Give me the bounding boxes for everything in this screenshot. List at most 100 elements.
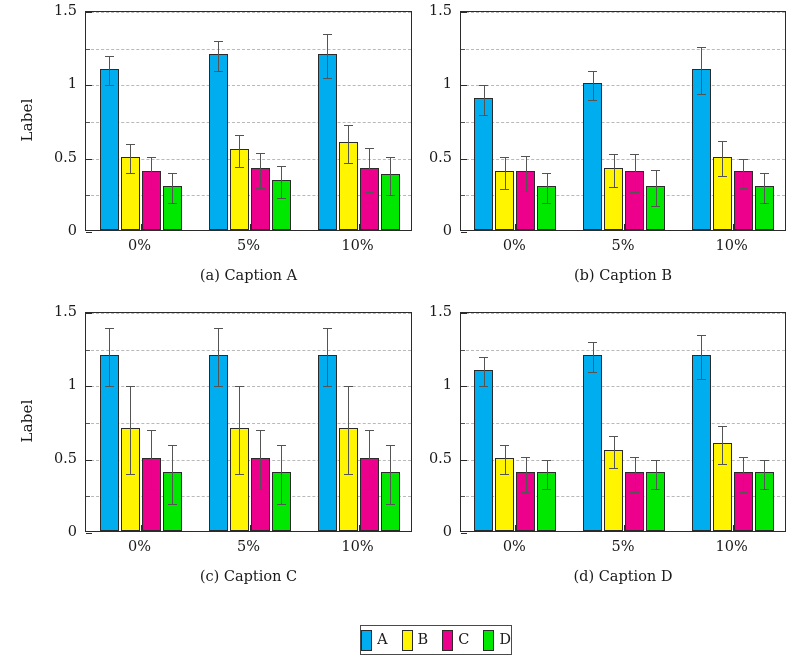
error-cap-top-d-D-1 [651, 459, 660, 461]
ytick-minor-0.25 [461, 195, 465, 197]
error-cap-bottom-b-D-0 [542, 202, 552, 204]
error-bar-a-A-2 [327, 34, 328, 78]
error-bar-d-A-2 [701, 335, 703, 379]
error-bar-c-C-2 [369, 430, 370, 489]
gridline-0.5 [86, 158, 411, 160]
error-cap-bottom-b-B-1 [609, 186, 618, 188]
ytick-minor-0.75 [86, 423, 90, 424]
bar-d-A-5pct[interactable] [583, 355, 602, 531]
ytick-label-a-0.5: 0.5 [53, 149, 77, 166]
error-cap-top-d-A-0 [479, 357, 489, 358]
error-cap-top-c-D-1 [276, 445, 286, 446]
bar-d-A-0pct[interactable] [474, 369, 494, 531]
error-cap-top-d-B-2 [717, 425, 727, 427]
error-cap-bottom-a-B-1 [234, 167, 244, 169]
error-cap-top-b-D-2 [759, 173, 769, 175]
error-cap-top-a-B-2 [343, 124, 353, 126]
xtick-label-b-2: 10% [715, 238, 748, 254]
error-bar-d-C-0 [525, 456, 527, 492]
ytick-label-d-0: 0 [442, 524, 452, 540]
legend-entry-A[interactable]: A [361, 629, 388, 651]
ytick-label-a-1.5: 1.5 [53, 3, 77, 19]
legend-entry-D[interactable]: D [483, 629, 511, 651]
error-cap-top-c-C-0 [146, 430, 156, 432]
error-cap-bottom-d-B-1 [609, 468, 618, 470]
plot-frame-b [460, 11, 786, 233]
ytick-major-1 [86, 386, 92, 388]
error-cap-top-b-A-1 [588, 70, 597, 72]
error-cap-top-b-C-2 [738, 158, 748, 160]
ytick-minor-1.25 [461, 349, 465, 351]
ytick-major-1 [461, 85, 467, 87]
error-cap-top-c-D-0 [167, 445, 177, 446]
gridline-1.5 [86, 12, 411, 13]
ytick-label-b-0: 0 [442, 223, 452, 239]
ytick-minor-0.25 [86, 496, 90, 498]
ytick-label-b-1.5: 1.5 [428, 3, 452, 19]
error-bar-b-C-0 [525, 155, 527, 191]
ytick-major-0 [86, 533, 92, 534]
error-bar-d-D-2 [764, 459, 766, 489]
ytick-major-1.5 [461, 12, 467, 13]
error-cap-bottom-b-C-2 [738, 188, 748, 189]
error-cap-bottom-c-A-1 [213, 386, 223, 388]
error-cap-bottom-b-D-2 [759, 202, 769, 204]
error-cap-bottom-a-C-2 [364, 192, 374, 194]
error-bar-c-B-2 [348, 386, 349, 475]
error-bar-b-C-2 [743, 158, 745, 188]
error-cap-bottom-b-A-2 [696, 94, 706, 96]
error-bar-d-A-0 [483, 357, 485, 387]
error-cap-bottom-a-C-1 [255, 188, 265, 189]
xtick-label-b-0: 0% [502, 238, 526, 254]
error-bar-c-B-0 [130, 386, 131, 475]
error-bar-b-B-2 [722, 141, 724, 177]
error-cap-top-d-C-1 [630, 456, 639, 458]
gridline-1.5 [86, 313, 411, 314]
error-bar-a-A-1 [218, 41, 219, 71]
error-cap-bottom-d-C-1 [630, 491, 639, 493]
error-cap-top-d-C-0 [521, 456, 531, 458]
xtick-major-0 [515, 224, 517, 230]
gridline-0.5 [461, 459, 785, 461]
gridline-1.25 [461, 349, 785, 351]
subcaption-b: (b) Caption B [573, 268, 673, 284]
ytick-major-0.5 [461, 158, 467, 160]
plot-frame-a [85, 11, 412, 233]
error-cap-top-a-D-2 [385, 157, 395, 159]
error-cap-top-d-B-0 [500, 445, 510, 446]
gridline-0.75 [86, 122, 411, 123]
ytick-major-1 [86, 85, 92, 87]
legend-entry-B[interactable]: B [401, 629, 428, 651]
error-cap-bottom-a-A-2 [322, 78, 332, 79]
error-cap-bottom-b-B-0 [500, 189, 510, 191]
ytick-label-d-0.5: 0.5 [428, 450, 452, 467]
error-cap-bottom-b-D-1 [651, 205, 660, 207]
error-cap-bottom-c-A-0 [104, 386, 114, 388]
ytick-major-0 [86, 232, 92, 233]
legend-entry-C[interactable]: C [442, 629, 469, 651]
error-bar-d-D-1 [655, 459, 657, 489]
error-bar-a-B-0 [130, 144, 131, 174]
gridline-1.5 [461, 313, 785, 314]
error-cap-bottom-d-A-2 [696, 379, 706, 380]
error-cap-bottom-c-C-1 [255, 489, 265, 490]
error-cap-bottom-c-B-0 [125, 474, 135, 476]
gridline-0.5 [86, 459, 411, 461]
error-cap-bottom-c-B-2 [343, 474, 353, 476]
gridline-0.75 [86, 423, 411, 424]
gridline-0.75 [461, 122, 785, 123]
error-cap-top-c-A-1 [213, 327, 223, 329]
error-cap-top-c-B-1 [234, 386, 244, 388]
ytick-label-c-0.5: 0.5 [53, 450, 77, 467]
subcaption-d: (d) Caption D [573, 569, 673, 585]
ytick-major-0 [461, 232, 467, 233]
gridline-0.5 [461, 158, 785, 160]
error-cap-top-d-A-1 [588, 342, 597, 344]
error-bar-d-D-0 [546, 459, 548, 489]
bar-d-A-10pct[interactable] [691, 355, 711, 531]
error-cap-top-a-A-2 [322, 34, 332, 35]
xtick-major-1 [624, 224, 625, 230]
error-bar-d-B-0 [504, 445, 506, 475]
error-cap-top-a-C-1 [255, 152, 265, 154]
